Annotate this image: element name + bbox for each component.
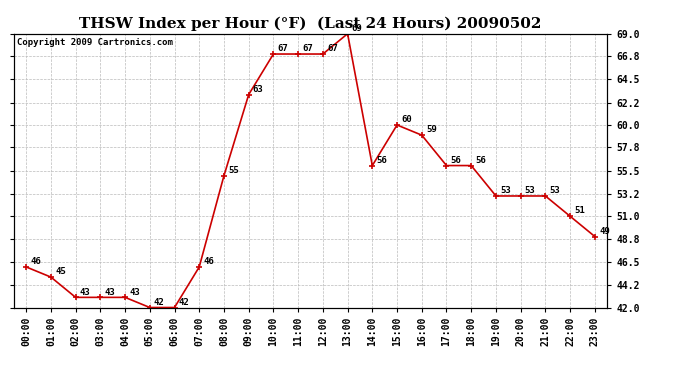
Text: 60: 60: [401, 115, 412, 124]
Text: 69: 69: [352, 24, 362, 33]
Text: 56: 56: [377, 156, 387, 165]
Text: 67: 67: [302, 44, 313, 53]
Text: 43: 43: [104, 288, 115, 297]
Text: 45: 45: [55, 267, 66, 276]
Text: 51: 51: [574, 207, 585, 216]
Text: Copyright 2009 Cartronics.com: Copyright 2009 Cartronics.com: [17, 38, 172, 47]
Text: 55: 55: [228, 166, 239, 175]
Text: 43: 43: [80, 288, 90, 297]
Text: 46: 46: [204, 257, 214, 266]
Text: 59: 59: [426, 125, 437, 134]
Text: 53: 53: [549, 186, 560, 195]
Text: 49: 49: [599, 227, 610, 236]
Text: 42: 42: [179, 298, 190, 307]
Text: 67: 67: [327, 44, 338, 53]
Text: 43: 43: [129, 288, 140, 297]
Text: 53: 53: [500, 186, 511, 195]
Text: 56: 56: [451, 156, 462, 165]
Text: 53: 53: [525, 186, 535, 195]
Text: 63: 63: [253, 85, 264, 94]
Text: 56: 56: [475, 156, 486, 165]
Title: THSW Index per Hour (°F)  (Last 24 Hours) 20090502: THSW Index per Hour (°F) (Last 24 Hours)…: [79, 17, 542, 31]
Text: 67: 67: [277, 44, 288, 53]
Text: 46: 46: [30, 257, 41, 266]
Text: 42: 42: [154, 298, 165, 307]
